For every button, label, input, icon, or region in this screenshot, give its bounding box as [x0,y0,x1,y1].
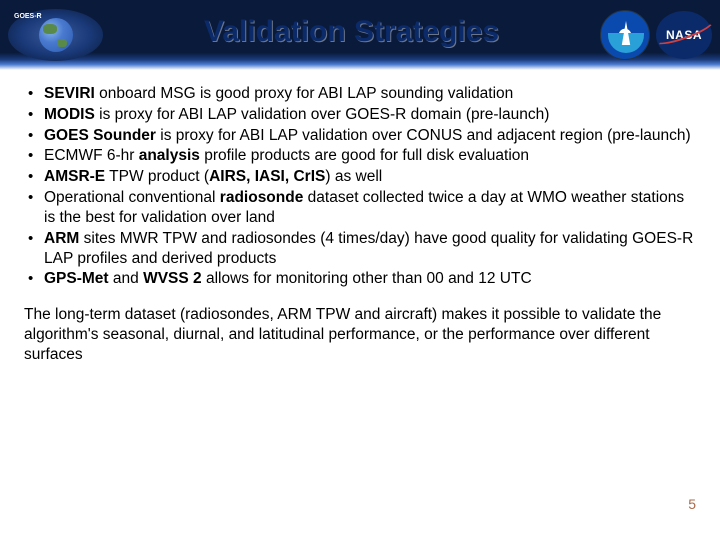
list-item: Operational conventional radiosonde data… [22,188,698,228]
logo-group-right: NASA [600,10,712,60]
slide-body: SEVIRI onboard MSG is good proxy for ABI… [0,70,720,365]
earth-icon [39,18,73,52]
list-item: GPS-Met and WVSS 2 allows for monitoring… [22,269,698,289]
list-item: ARM sites MWR TPW and radiosondes (4 tim… [22,229,698,269]
nasa-logo-icon: NASA [656,11,712,59]
noaa-logo-icon [600,10,650,60]
nasa-logo-label: NASA [666,28,702,42]
list-item: MODIS is proxy for ABI LAP validation ov… [22,105,698,125]
slide-title: Validation Strategies [103,15,600,49]
goes-r-logo: GOES-R [8,9,103,61]
list-item: SEVIRI onboard MSG is good proxy for ABI… [22,84,698,104]
footer-paragraph: The long-term dataset (radiosondes, ARM … [22,305,698,364]
list-item: AMSR-E TPW product (AIRS, IASI, CrIS) as… [22,167,698,187]
slide-number: 5 [688,496,696,512]
list-item: GOES Sounder is proxy for ABI LAP valida… [22,126,698,146]
slide-header: GOES-R Validation Strategies NASA [0,0,720,70]
list-item: ECMWF 6-hr analysis profile products are… [22,146,698,166]
goes-r-logo-label: GOES-R [14,13,42,20]
bullet-list: SEVIRI onboard MSG is good proxy for ABI… [22,84,698,289]
